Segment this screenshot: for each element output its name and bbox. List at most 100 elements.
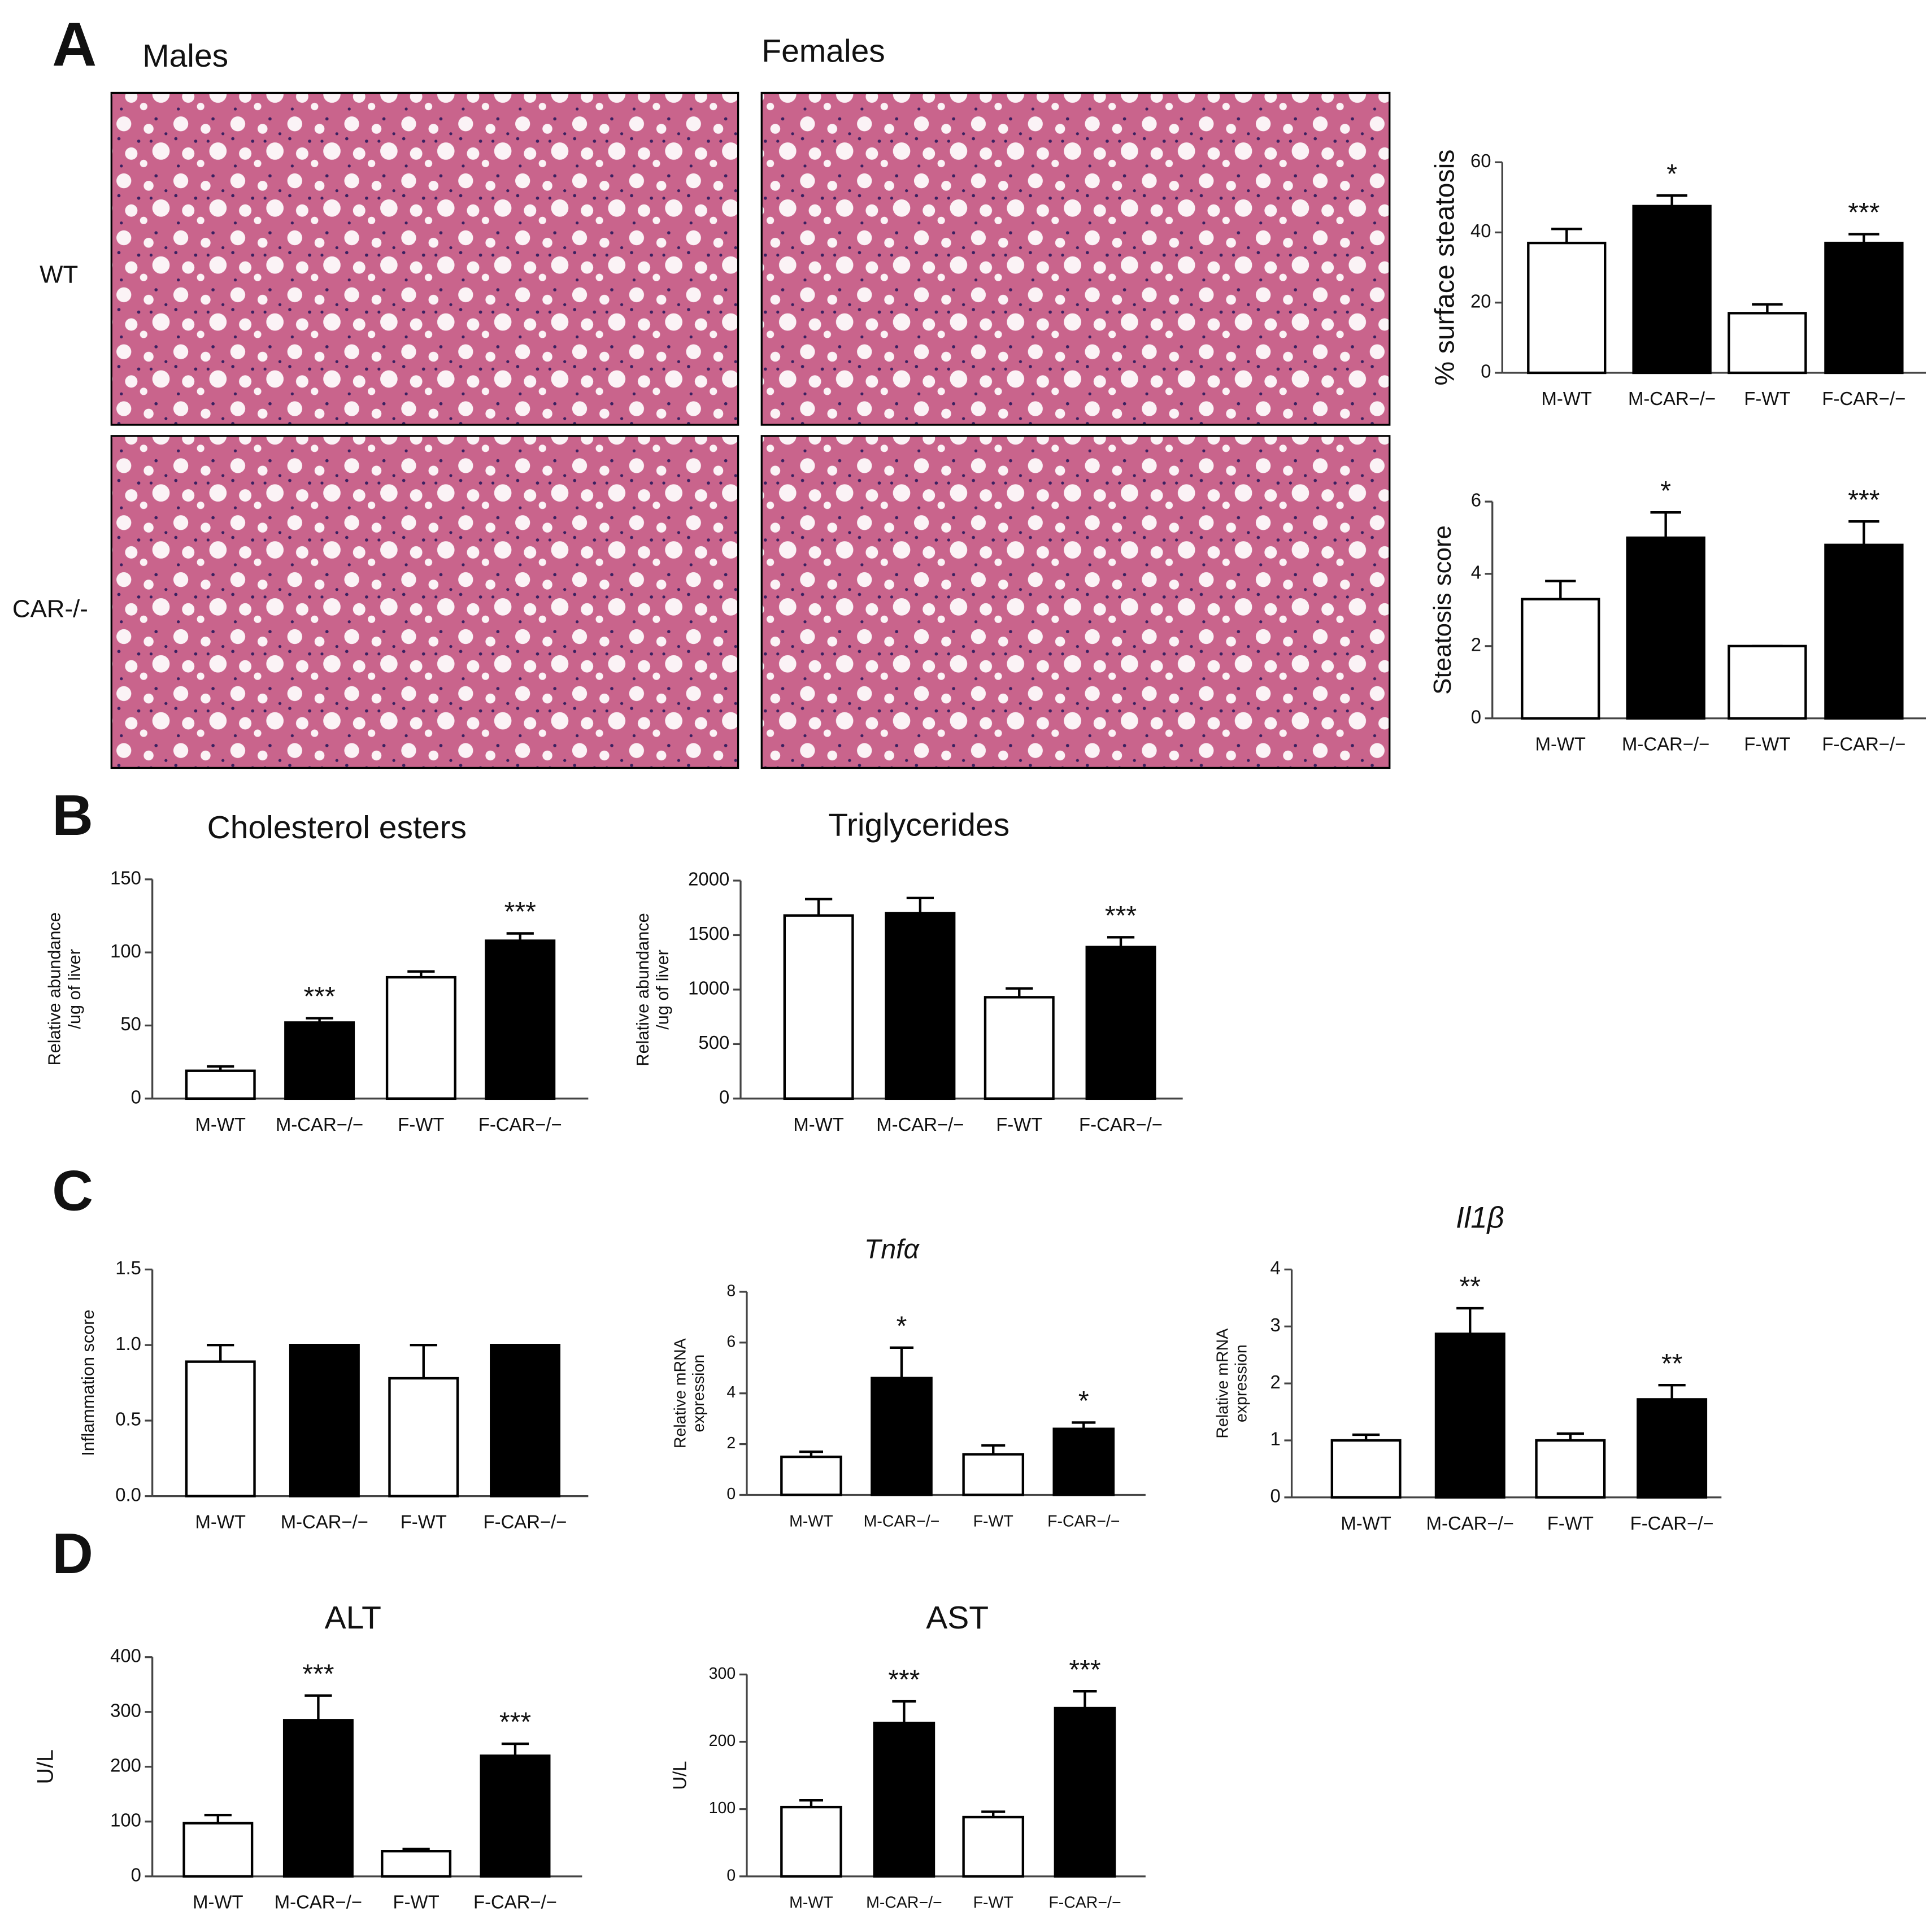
panel-label: D <box>52 1522 93 1586</box>
y-axis-label: Relative mRNA <box>1214 1329 1232 1439</box>
bar <box>388 1377 459 1497</box>
panel-label: B <box>52 784 93 847</box>
bar <box>385 976 456 1100</box>
y-tick-label: 8 <box>726 1282 736 1300</box>
x-tick-label: M-CAR−/− <box>281 1512 368 1532</box>
bar <box>185 1360 256 1497</box>
x-tick-label: M-CAR−/− <box>866 1894 942 1912</box>
bar <box>1824 241 1904 375</box>
y-axis-label: Steatosis score <box>1429 525 1456 695</box>
y-axis-label: expression <box>690 1355 708 1432</box>
y-tick-label: 4 <box>1270 1257 1281 1278</box>
x-tick-label: F-CAR−/− <box>1047 1512 1120 1530</box>
y-tick-label: 0.5 <box>115 1409 141 1430</box>
y-tick-label: 50 <box>120 1013 141 1034</box>
bar <box>282 1719 354 1878</box>
bar <box>284 1021 355 1100</box>
histology-image <box>760 435 1391 769</box>
x-tick-label: M-CAR−/− <box>876 1114 964 1135</box>
bar <box>962 1453 1025 1496</box>
y-tick-label: 100 <box>709 1799 736 1817</box>
x-tick-label: F-WT <box>1547 1513 1594 1534</box>
bar <box>1728 645 1807 720</box>
y-tick-label: 3 <box>1270 1314 1281 1335</box>
y-tick-label: 200 <box>709 1732 736 1750</box>
bar <box>185 1069 256 1100</box>
y-tick-label: 6 <box>726 1333 736 1351</box>
bar <box>1535 1439 1606 1499</box>
x-tick-label: M-CAR−/− <box>276 1114 363 1135</box>
bar <box>1330 1439 1402 1499</box>
y-tick-label: 300 <box>110 1700 141 1721</box>
histology-image <box>110 435 739 769</box>
bar <box>1521 598 1600 720</box>
x-tick-label: M-WT <box>789 1512 833 1530</box>
bar <box>480 1754 551 1878</box>
bar <box>871 1377 933 1496</box>
x-tick-label: M-WT <box>193 1892 243 1913</box>
y-tick-label: 100 <box>110 1809 141 1830</box>
bar <box>485 939 556 1100</box>
x-tick-label: M-CAR−/− <box>864 1512 940 1530</box>
bar <box>1626 536 1705 720</box>
significance-label: *** <box>302 1658 334 1689</box>
significance-label: * <box>1666 159 1677 189</box>
histology-image <box>760 92 1391 426</box>
x-tick-label: M-WT <box>1542 388 1592 409</box>
significance-label: ** <box>1661 1348 1683 1379</box>
y-tick-label: 2 <box>1471 634 1481 655</box>
bar <box>1054 1706 1116 1878</box>
bar <box>1632 204 1712 375</box>
bar <box>780 1455 842 1496</box>
x-tick-label: M-CAR−/− <box>1426 1513 1514 1534</box>
x-tick-label: F-WT <box>401 1512 447 1532</box>
chart-title: Tnfα <box>864 1234 920 1264</box>
histology-image <box>110 92 739 426</box>
x-tick-label: F-CAR−/− <box>478 1114 562 1135</box>
y-tick-label: 300 <box>709 1665 736 1683</box>
x-tick-label: F-WT <box>996 1114 1042 1135</box>
x-tick-label: F-WT <box>1744 734 1790 755</box>
y-tick-label: 0 <box>726 1866 736 1884</box>
chart-title: ALT <box>325 1600 381 1636</box>
chart-title: AST <box>926 1600 989 1636</box>
y-axis-label: /ug of liver <box>64 949 84 1029</box>
chart-title: Il1β <box>1456 1201 1504 1235</box>
significance-label: *** <box>499 1707 532 1738</box>
significance-label: *** <box>1848 485 1880 515</box>
y-tick-label: 200 <box>110 1754 141 1775</box>
x-tick-label: M-CAR−/− <box>1622 734 1709 755</box>
y-tick-label: 400 <box>110 1645 141 1666</box>
x-tick-label: M-WT <box>1535 734 1586 755</box>
x-tick-label: M-CAR−/− <box>1628 388 1716 409</box>
y-tick-label: 0 <box>726 1485 736 1503</box>
column-label: Males <box>142 38 228 74</box>
y-axis-label: /ug of liver <box>652 950 672 1030</box>
bar <box>490 1344 561 1497</box>
chart-title: Cholesterol esters <box>207 809 467 846</box>
y-axis-label: Relative abundance <box>633 913 652 1066</box>
x-tick-label: F-WT <box>398 1114 444 1135</box>
bar <box>1824 543 1904 720</box>
y-tick-label: 0 <box>1471 706 1481 727</box>
y-tick-label: 1000 <box>688 978 729 999</box>
y-tick-label: 1.5 <box>115 1257 141 1278</box>
significance-label: *** <box>303 981 336 1012</box>
x-tick-label: M-WT <box>195 1114 246 1135</box>
bar <box>1527 241 1607 375</box>
x-tick-label: M-WT <box>789 1894 833 1912</box>
x-tick-label: M-WT <box>1341 1513 1391 1534</box>
y-tick-label: 0 <box>1270 1486 1281 1506</box>
column-label: Females <box>762 33 885 69</box>
y-tick-label: 2 <box>726 1434 736 1452</box>
y-tick-label: 40 <box>1470 220 1491 241</box>
y-axis-label: expression <box>1232 1344 1250 1422</box>
y-tick-label: 1500 <box>688 923 729 944</box>
y-axis-label: Relative abundance <box>45 912 64 1065</box>
bar <box>780 1805 842 1878</box>
y-tick-label: 20 <box>1470 290 1491 311</box>
bar <box>182 1822 254 1878</box>
x-tick-label: F-CAR−/− <box>1822 734 1905 755</box>
y-tick-label: 4 <box>1471 562 1481 583</box>
y-tick-label: 100 <box>110 940 141 961</box>
